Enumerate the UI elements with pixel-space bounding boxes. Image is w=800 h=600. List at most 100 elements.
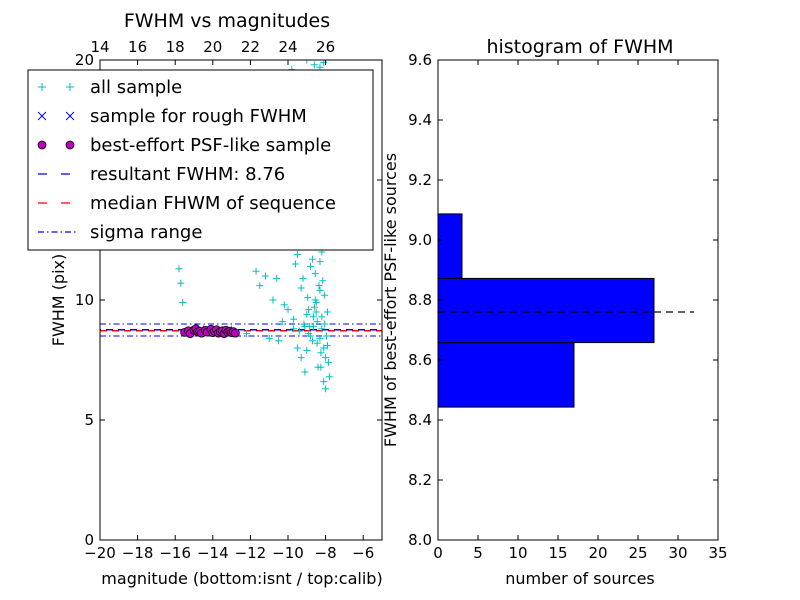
right-y-tick-label: 8.0	[408, 531, 432, 549]
legend-entry: median FHWM of sequence	[38, 193, 336, 214]
all-sample-point	[293, 344, 301, 352]
right-plot-data	[437, 213, 694, 408]
all-sample-point	[308, 337, 316, 345]
legend-label: sample for rough FWHM	[90, 106, 307, 127]
all-sample-point	[317, 349, 325, 357]
fwhm-histogram-chart: 0 5 10 15 20 25 30 35 8.0 8.2 8.4 8.6 8.8 9.0 9.2 9.4 9.…	[381, 36, 728, 588]
all-sample-point	[295, 327, 303, 335]
all-sample-point	[321, 291, 329, 299]
right-x-axis-label: number of sources	[505, 569, 655, 588]
all-sample-point	[312, 308, 320, 316]
legend-label: all sample	[90, 77, 182, 98]
right-x-tick-label: 30	[668, 544, 687, 562]
all-sample-point	[323, 332, 331, 340]
all-sample-point	[179, 298, 187, 306]
all-sample-point	[256, 282, 264, 290]
psf-sample-point	[230, 328, 240, 338]
all-sample-point	[316, 258, 324, 266]
left-axes: −20 −18 −16 −14 −12 −10 −8 −6 14 16 18 20 22 24 26 0 5 10…	[75, 38, 382, 562]
left-x-tick-label: −16	[159, 544, 191, 562]
right-chart-title: histogram of FWHM	[486, 36, 673, 58]
right-x-tick-label: 0	[433, 544, 443, 562]
all-sample-point	[310, 303, 318, 311]
all-sample-point	[324, 358, 332, 366]
all-sample-point	[309, 322, 317, 330]
right-x-tick-label: 25	[628, 544, 647, 562]
all-sample-point	[177, 279, 185, 287]
left-x-tick-label: −18	[122, 544, 154, 562]
all-sample-point	[323, 308, 331, 316]
legend-label: sigma range	[90, 222, 202, 243]
all-sample-point	[269, 296, 277, 304]
left-y-tick-label: 5	[84, 411, 94, 429]
histogram-bar	[437, 342, 575, 408]
left-top-x-tick-label: 24	[278, 38, 297, 56]
all-sample-point	[290, 325, 298, 333]
all-sample-point	[315, 282, 323, 290]
histogram-bar	[437, 277, 655, 344]
all-sample-point	[265, 334, 273, 342]
left-y-tick-label: 0	[84, 531, 94, 549]
histogram-bar	[437, 213, 463, 279]
all-sample-point	[322, 354, 330, 362]
right-x-tick-label: 15	[548, 544, 567, 562]
all-sample-point	[297, 284, 305, 292]
left-x-tick-label: −6	[352, 544, 374, 562]
all-sample-point	[301, 322, 309, 330]
left-x-tick-label: −12	[235, 544, 267, 562]
all-sample-point	[303, 346, 311, 354]
all-sample-point	[325, 373, 333, 381]
all-sample-point	[313, 318, 321, 326]
right-x-tick-label: 5	[473, 544, 483, 562]
all-sample-point	[313, 339, 321, 347]
all-sample-point	[280, 301, 288, 309]
all-sample-point	[304, 294, 312, 302]
all-sample-point	[320, 344, 328, 352]
legend-entry: resultant FWHM: 8.76	[38, 164, 285, 185]
left-y-tick-label: 10	[75, 291, 94, 309]
all-sample-point	[273, 274, 281, 282]
all-sample-point	[309, 313, 317, 321]
left-top-x-tick-label: 20	[203, 38, 222, 56]
right-y-tick-label: 8.8	[408, 291, 432, 309]
all-sample-point	[319, 277, 327, 285]
left-legend: all sample sample for rough FWHM best-effo…	[27, 69, 374, 251]
right-y-tick-label: 9.6	[408, 51, 432, 69]
all-sample-point	[275, 337, 283, 345]
right-x-tick-label: 10	[508, 544, 527, 562]
all-sample-point	[305, 306, 313, 314]
right-y-axis-label: FWHM of best-effort PSF-like sources	[381, 153, 400, 447]
right-y-tick-label: 8.4	[408, 411, 432, 429]
left-top-x-tick-label: 16	[128, 38, 147, 56]
all-sample-point	[316, 334, 324, 342]
all-sample-point	[318, 313, 326, 321]
all-sample-point	[318, 325, 326, 333]
left-top-x-tick-label: 22	[241, 38, 260, 56]
left-x-tick-label: −10	[272, 544, 304, 562]
all-sample-point	[303, 60, 311, 64]
all-sample-point	[307, 262, 315, 270]
all-sample-point	[303, 310, 311, 318]
left-x-tick-label: −14	[197, 544, 229, 562]
all-sample-point	[311, 296, 319, 304]
legend-entry: best-effort PSF-like sample	[37, 135, 331, 156]
all-sample-point	[278, 318, 286, 326]
all-sample-point	[292, 260, 300, 268]
legend-label: resultant FWHM: 8.76	[90, 164, 285, 185]
all-sample-point	[317, 363, 325, 371]
right-axes: 0 5 10 15 20 25 30 35 8.0 8.2 8.4 8.6 8.8 9.0 9.2 9.4 9.…	[408, 51, 727, 562]
right-y-tick-label: 8.2	[408, 471, 432, 489]
all-sample-point	[320, 378, 328, 386]
right-y-tick-label: 9.0	[408, 231, 432, 249]
right-y-tick-label: 9.4	[408, 111, 432, 129]
all-sample-point	[322, 385, 330, 393]
right-x-tick-label: 35	[708, 544, 727, 562]
legend-label: best-effort PSF-like sample	[90, 135, 331, 156]
fwhm-vs-magnitude-chart: −20 −18 −16 −14 −12 −10 −8 −6 14 16 18 20 22 24 26 0 5 10…	[27, 10, 383, 588]
left-x-tick-label: −20	[84, 544, 116, 562]
left-top-x-tick-label: 26	[316, 38, 335, 56]
legend-label: median FHWM of sequence	[90, 193, 336, 214]
right-x-tick-label: 20	[588, 544, 607, 562]
all-sample-point	[293, 250, 301, 258]
